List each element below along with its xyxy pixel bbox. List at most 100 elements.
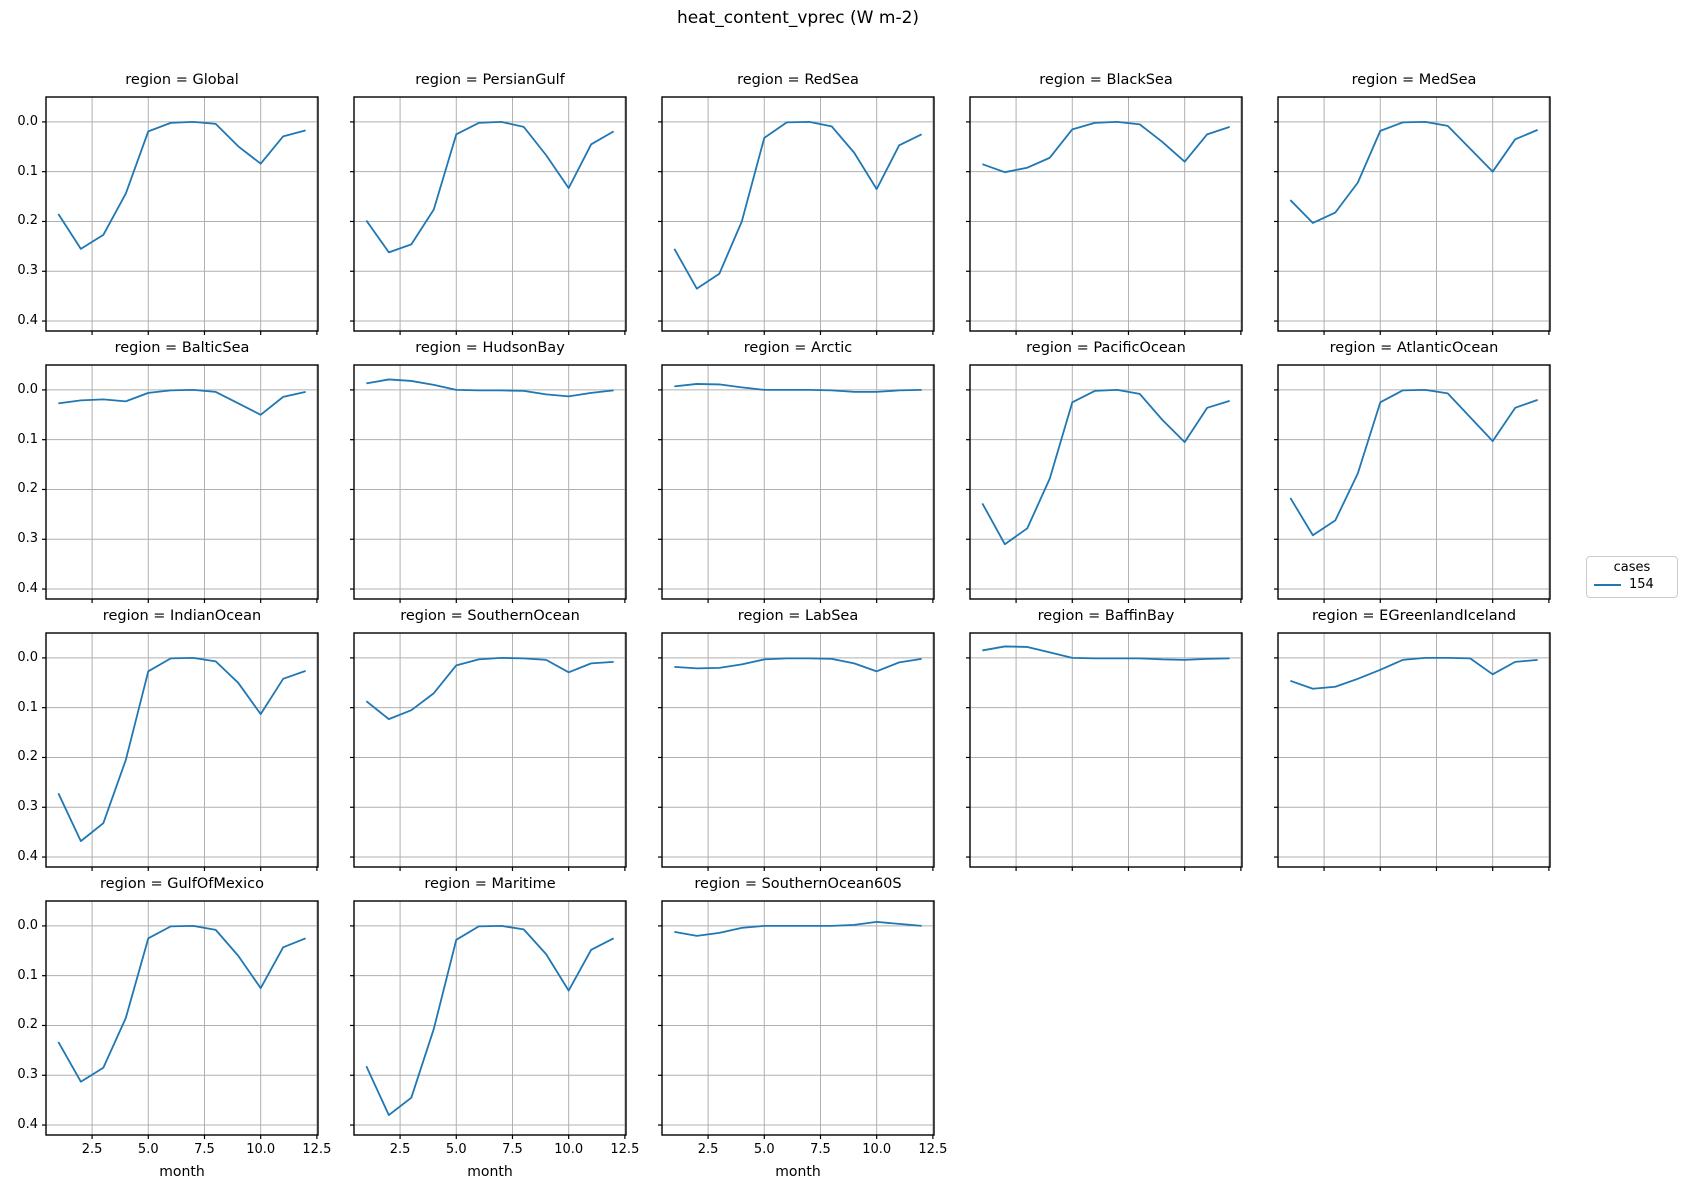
y-tick-label: 0.0 — [17, 113, 38, 129]
x-axis-label: month — [775, 1164, 821, 1178]
y-tick-label: 0.0 — [17, 917, 38, 933]
axes-spine — [1277, 364, 1551, 600]
line-cases-154 — [673, 120, 923, 290]
y-tick-label: 0.4 — [17, 313, 38, 329]
x-tick-label: 5.0 — [753, 1142, 775, 1157]
facet-title-southern-ocean60-s: region = SouthernOcean60S — [694, 876, 902, 892]
line-cases-154 — [57, 120, 306, 250]
facet-title-atlantic-ocean: region = AtlanticOcean — [1329, 340, 1499, 356]
facet-title-egreenland-iceland: region = EGreenlandIceland — [1311, 608, 1517, 624]
axes-spine — [1277, 632, 1551, 868]
axes-spine — [353, 364, 627, 600]
legend-title: cases — [1613, 560, 1651, 575]
line-cases-154 — [1289, 388, 1538, 537]
subplot-gulf-of-mexico — [42, 900, 319, 1139]
subplot-southern-ocean — [350, 632, 627, 871]
figure-title: heat_content_vprec (W m-2) — [676, 8, 920, 28]
axes-spine — [45, 900, 319, 1136]
subplot-persian-gulf — [350, 96, 627, 335]
line-cases-154 — [57, 656, 306, 843]
facet-title-baffin-bay: region = BaffinBay — [1037, 608, 1175, 624]
facet-title-red-sea: region = RedSea — [737, 72, 859, 88]
facet-title-arctic: region = Arctic — [743, 340, 853, 356]
facet-title-indian-ocean: region = IndianOcean — [102, 608, 262, 624]
axes-spine — [353, 900, 627, 1136]
y-tick-label: 0.2 — [17, 749, 38, 765]
line-cases-154 — [674, 383, 922, 393]
facet-title-pacific-ocean: region = PacificOcean — [1026, 340, 1186, 356]
line-cases-154 — [982, 645, 1230, 661]
line-cases-154 — [366, 378, 614, 398]
x-tick-label: 10.0 — [246, 1142, 276, 1157]
y-tick-label: 0.4 — [17, 1117, 38, 1133]
y-tick-label: 0.0 — [17, 381, 38, 397]
x-tick-label: 2.5 — [697, 1142, 719, 1157]
line-cases-154 — [1290, 656, 1538, 690]
x-tick-label: 10.0 — [862, 1142, 892, 1157]
subplot-egreenland-iceland — [1274, 632, 1551, 871]
axes-spine — [661, 96, 935, 332]
facet-title-gulf-of-mexico: region = GulfOfMexico — [100, 876, 264, 892]
axes-spine — [661, 632, 935, 868]
facet-title-med-sea: region = MedSea — [1351, 72, 1477, 88]
subplot-baltic-sea — [42, 364, 319, 603]
subplot-atlantic-ocean — [1274, 364, 1551, 603]
line-cases-154 — [365, 656, 614, 721]
line-cases-154 — [674, 657, 922, 673]
facet-title-global: region = Global — [125, 72, 239, 88]
y-tick-label: 0.3 — [17, 1067, 38, 1083]
subplot-baffin-bay — [966, 632, 1243, 871]
subplot-hudson-bay — [350, 364, 627, 603]
subplot-arctic — [658, 364, 935, 603]
line-cases-154 — [1289, 120, 1538, 224]
line-cases-154 — [365, 924, 615, 1116]
axes-spine — [1277, 96, 1551, 332]
y-tick-label: 0.1 — [17, 699, 38, 715]
y-tick-label: 0.4 — [17, 581, 38, 597]
axes-spine — [353, 632, 627, 868]
axes-spine — [661, 364, 935, 600]
legend-entry: 154 — [1594, 577, 1670, 592]
x-tick-label: 7.5 — [194, 1142, 215, 1157]
subplot-lab-sea — [658, 632, 935, 871]
subplot-indian-ocean — [42, 632, 319, 871]
axes-spine — [45, 632, 319, 868]
x-axis-label: month — [467, 1164, 513, 1178]
legend-line-swatch — [1594, 583, 1621, 586]
subplot-pacific-ocean — [966, 364, 1243, 603]
y-tick-label: 0.3 — [17, 263, 38, 279]
x-tick-label: 12.5 — [302, 1142, 332, 1157]
x-tick-label: 5.0 — [137, 1142, 159, 1157]
line-cases-154 — [57, 924, 306, 1083]
x-tick-label: 10.0 — [554, 1142, 584, 1157]
axes-spine — [969, 364, 1243, 600]
y-tick-label: 0.2 — [17, 213, 38, 229]
facet-title-persian-gulf: region = PersianGulf — [415, 72, 565, 88]
subplot-black-sea — [966, 96, 1243, 335]
legend-entry-label: 154 — [1629, 577, 1654, 592]
axes-spine — [969, 96, 1243, 332]
x-tick-label: 5.0 — [445, 1142, 467, 1157]
x-tick-label: 7.5 — [810, 1142, 831, 1157]
y-tick-label: 0.1 — [17, 163, 38, 179]
y-tick-label: 0.2 — [17, 481, 38, 497]
y-tick-label: 0.4 — [17, 849, 38, 865]
x-tick-label: 7.5 — [502, 1142, 523, 1157]
x-tick-label: 12.5 — [918, 1142, 948, 1157]
subplot-maritime — [350, 900, 627, 1139]
line-cases-154 — [58, 388, 306, 416]
facet-title-baltic-sea: region = BalticSea — [114, 340, 250, 356]
axes-spine — [45, 364, 319, 600]
line-cases-154 — [674, 921, 922, 937]
axes-spine — [353, 96, 627, 332]
facet-title-lab-sea: region = LabSea — [737, 608, 859, 624]
line-cases-154 — [982, 120, 1230, 174]
y-tick-label: 0.1 — [17, 431, 38, 447]
y-tick-label: 0.3 — [17, 799, 38, 815]
x-tick-label: 2.5 — [389, 1142, 411, 1157]
x-tick-label: 2.5 — [81, 1142, 103, 1157]
subplot-global — [42, 96, 319, 335]
y-tick-label: 0.3 — [17, 531, 38, 547]
facet-title-black-sea: region = BlackSea — [1039, 72, 1173, 88]
